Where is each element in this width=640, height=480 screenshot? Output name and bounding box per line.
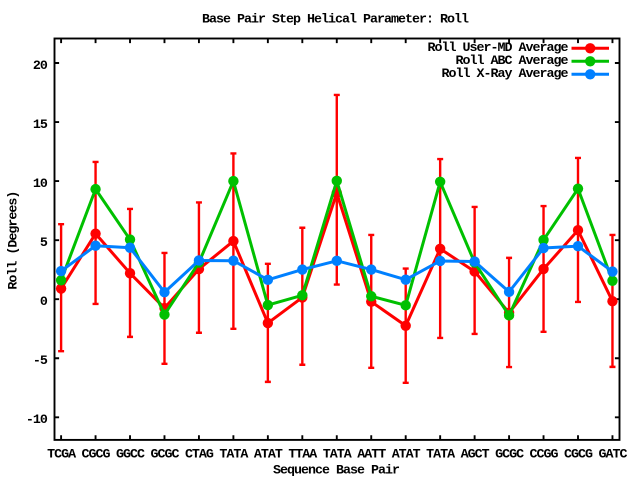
svg-text:20: 20	[33, 59, 48, 74]
svg-text:5: 5	[40, 236, 48, 251]
svg-text:TATA: TATA	[426, 448, 455, 463]
svg-text:Roll ABC Average: Roll ABC Average	[456, 54, 569, 69]
svg-text:AGCT: AGCT	[461, 448, 490, 463]
svg-text:CTAG: CTAG	[185, 448, 214, 463]
svg-text:TATA: TATA	[219, 448, 248, 463]
svg-text:GCGC: GCGC	[150, 448, 179, 463]
svg-text:CGCG: CGCG	[82, 448, 111, 463]
svg-text:Roll (Degrees): Roll (Degrees)	[6, 192, 21, 290]
svg-text:15: 15	[33, 118, 48, 133]
svg-text:0: 0	[40, 295, 48, 310]
svg-text:-5: -5	[33, 354, 48, 369]
svg-text:GATC: GATC	[598, 448, 627, 463]
svg-text:CCGG: CCGG	[530, 448, 559, 463]
svg-text:TATA: TATA	[323, 448, 352, 463]
svg-text:TTAA: TTAA	[288, 448, 317, 463]
svg-text:Roll User-MD Average: Roll User-MD Average	[428, 41, 569, 56]
svg-text:10: 10	[33, 177, 48, 192]
svg-text:Sequence Base Pair: Sequence Base Pair	[273, 464, 400, 479]
svg-text:AATT: AATT	[357, 448, 386, 463]
svg-text:CGCG: CGCG	[564, 448, 593, 463]
svg-text:GGCC: GGCC	[116, 448, 145, 463]
svg-text:TCGA: TCGA	[47, 448, 76, 463]
svg-text:ATAT: ATAT	[392, 448, 421, 463]
svg-text:GCGC: GCGC	[495, 448, 524, 463]
svg-text:Base Pair Step Helical Paramet: Base Pair Step Helical Parameter: Roll	[202, 12, 469, 27]
svg-text:ATAT: ATAT	[254, 448, 283, 463]
svg-text:-10: -10	[26, 413, 48, 428]
svg-text:Roll X-Ray Average: Roll X-Ray Average	[442, 67, 569, 82]
